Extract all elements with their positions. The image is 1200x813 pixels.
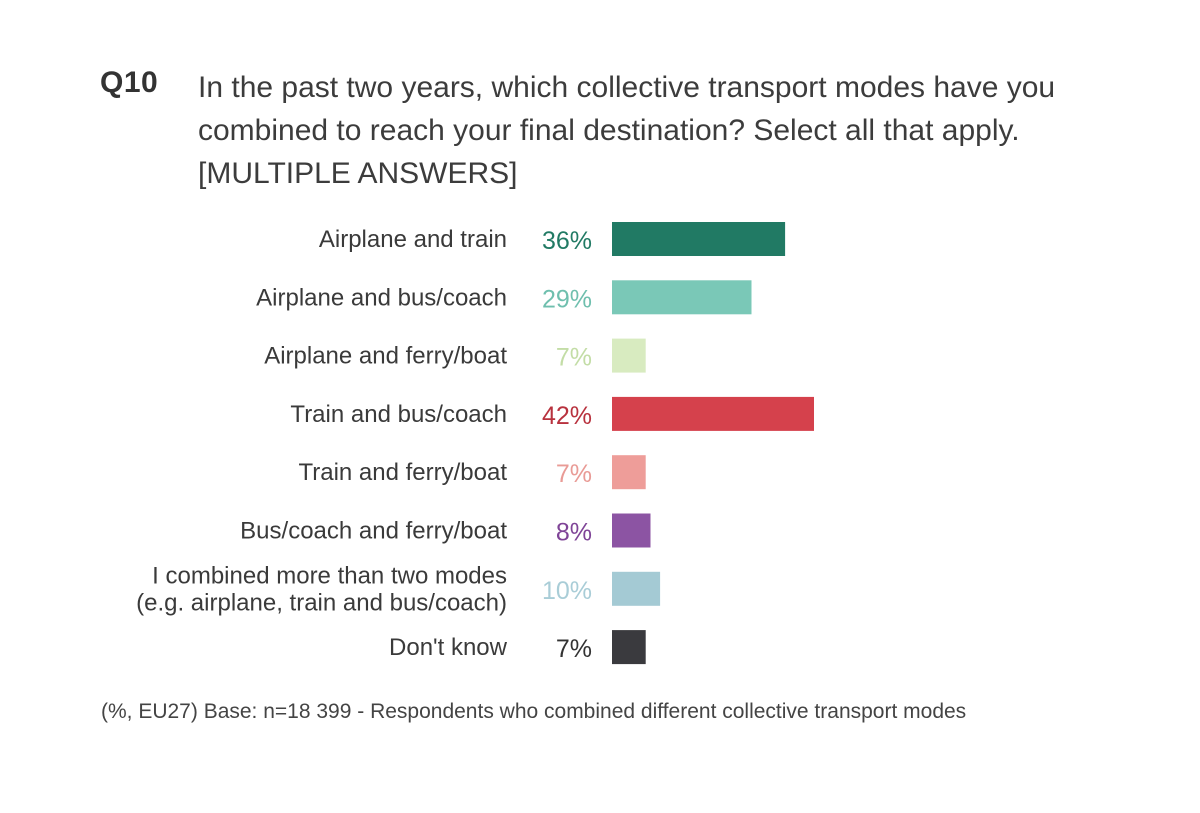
bar — [612, 513, 651, 548]
value-label: 36% — [542, 227, 592, 255]
bar — [612, 455, 646, 490]
category-label: Bus/coach and ferry/boat — [240, 518, 507, 545]
bar — [612, 571, 661, 606]
category-label: I combined more than two modes — [152, 562, 507, 589]
bar — [612, 222, 786, 256]
bar — [612, 630, 646, 665]
value-label: 8% — [556, 519, 592, 547]
value-label: 7% — [556, 460, 592, 488]
question-number: Q10 — [100, 66, 159, 99]
category-label: Airplane and bus/coach — [256, 284, 507, 311]
value-label: 7% — [556, 344, 592, 372]
value-label: 7% — [556, 635, 592, 663]
bar-chart: Airplane and train 36% Airplane and bus/co… — [136, 222, 814, 665]
category-label: Train and bus/coach — [290, 401, 507, 428]
question-text: In the past two years, which collective … — [198, 66, 1178, 195]
bar — [612, 280, 752, 315]
category-label: (e.g. airplane, train and bus/coach) — [136, 589, 507, 616]
category-label: Train and ferry/boat — [298, 459, 507, 486]
footnote: (%, EU27) Base: n=18 399 - Respondents w… — [101, 700, 967, 723]
category-label: Airplane and train — [319, 226, 507, 253]
bar — [612, 396, 814, 431]
question-line-3: [MULTIPLE ANSWERS] — [198, 157, 518, 190]
question-line-1: In the past two years, which collective … — [198, 71, 1056, 104]
value-label: 10% — [542, 577, 592, 605]
category-label: Don't know — [389, 634, 508, 661]
category-label: Airplane and ferry/boat — [264, 343, 507, 370]
bar — [612, 338, 646, 373]
value-label: 42% — [542, 402, 592, 430]
value-label: 29% — [542, 285, 592, 313]
question-line-2: combined to reach your final destination… — [198, 114, 1020, 147]
